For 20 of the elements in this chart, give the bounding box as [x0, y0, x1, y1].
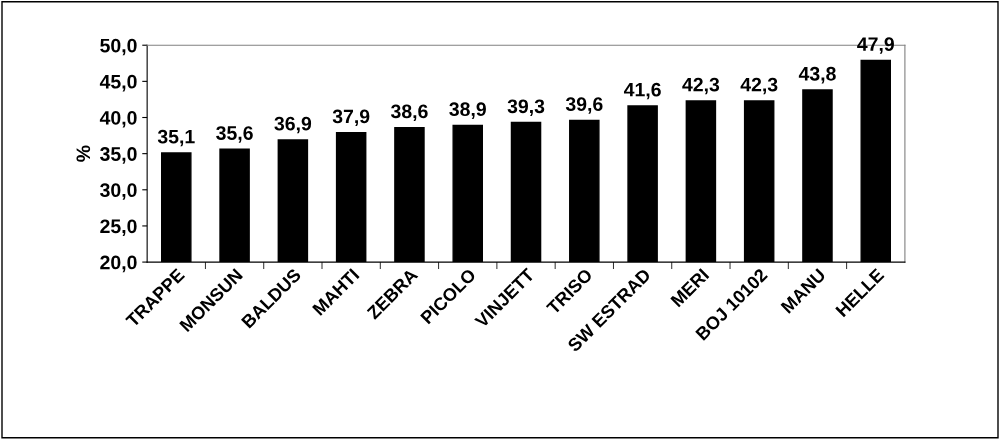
y-tick-label: 35,0 — [100, 147, 137, 164]
data-label: 43,8 — [798, 66, 836, 84]
y-tick-label: 25,0 — [100, 219, 137, 236]
data-label: 47,9 — [857, 37, 894, 54]
data-label: 37,9 — [332, 109, 370, 127]
y-tick-label: 50,0 — [100, 38, 137, 56]
y-axis-title: % — [76, 145, 91, 162]
data-label: 42,3 — [682, 77, 720, 95]
data-label: 38,9 — [449, 102, 486, 119]
data-label: 35,1 — [157, 129, 195, 147]
data-label: 36,9 — [274, 116, 312, 134]
data-label: 39,6 — [565, 97, 603, 114]
data-label: 41,6 — [623, 82, 661, 100]
data-label: 35,6 — [216, 126, 253, 143]
data-label: 39,3 — [507, 99, 545, 116]
y-tick-label: 40,0 — [99, 110, 137, 128]
data-label: 42,3 — [740, 77, 778, 95]
y-tick-label: 45,0 — [99, 74, 137, 92]
data-label: 38,6 — [390, 104, 428, 122]
y-tick-label: 30,0 — [100, 183, 137, 200]
